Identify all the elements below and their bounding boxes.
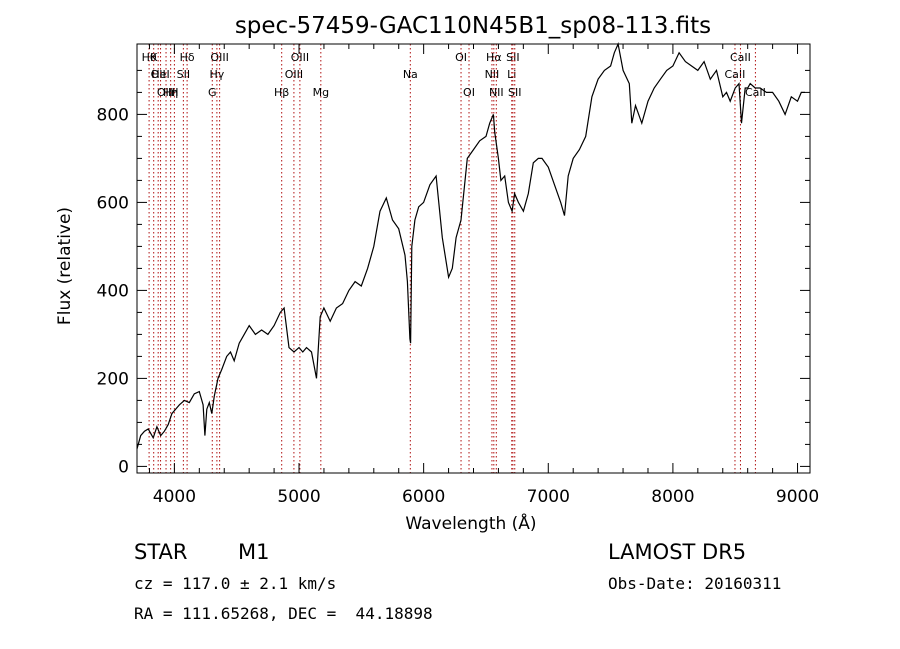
y-tick-label: 200 [97, 369, 129, 389]
line-label: OI [455, 51, 467, 64]
line-label: Mg [313, 86, 329, 99]
coordinates: RA = 111.65268, DEC = 44.18898 [134, 604, 433, 623]
line-label: OII [151, 68, 166, 81]
line-label: OI [463, 86, 475, 99]
obs-date: Obs-Date: 20160311 [608, 574, 782, 593]
axis-ticks: 4000 5000 6000 7000 8000 9000 0 200 400 600 800 [97, 44, 819, 507]
line-label: Na [403, 68, 418, 81]
line-label: CaII [730, 51, 751, 64]
y-tick-label: 600 [97, 193, 129, 213]
line-label: K [150, 51, 158, 64]
object-class: STAR [134, 540, 188, 564]
line-label: H [170, 86, 178, 99]
line-label: OIII [210, 51, 228, 64]
x-tick-label: 8000 [651, 487, 694, 507]
line-label: Hα [486, 51, 502, 64]
subclass: M1 [238, 540, 270, 564]
x-tick-label: 9000 [776, 487, 819, 507]
line-label: HeI [151, 68, 169, 81]
line-label: Li [507, 68, 516, 81]
y-axis-label: Flux (relative) [55, 207, 75, 325]
survey-name: LAMOST DR5 [608, 540, 747, 564]
line-label: SII [177, 68, 190, 81]
line-label: SII [508, 86, 521, 99]
y-tick-label: 0 [118, 457, 129, 477]
plot-frame [136, 43, 811, 474]
x-tick-label: 7000 [527, 487, 570, 507]
x-tick-label: 5000 [277, 487, 320, 507]
line-label: Hβ [274, 86, 289, 99]
y-tick-label: 800 [97, 105, 129, 125]
spectrum-line [136, 41, 805, 449]
x-tick-label: 6000 [402, 487, 445, 507]
line-label: OIII [285, 68, 303, 81]
line-label: NII [485, 68, 500, 81]
line-label: Hθ [142, 51, 157, 64]
x-axis-label: Wavelength (Å) [405, 512, 536, 534]
redshift-velocity: cz = 117.0 ± 2.1 km/s [134, 574, 337, 593]
line-label: G [208, 86, 217, 99]
line-label: Hγ [209, 68, 224, 81]
y-tick-label: 400 [97, 281, 129, 301]
line-label: NII [489, 86, 504, 99]
line-label: SII [506, 51, 519, 64]
line-label: CaII [745, 86, 766, 99]
line-label: Hδ [180, 51, 195, 64]
line-label: OIII [291, 51, 309, 64]
x-tick-label: 4000 [153, 487, 196, 507]
line-label: CaII [725, 68, 746, 81]
chart-title: spec-57459-GAC110N45B1_sp08-113.fits [235, 13, 711, 39]
